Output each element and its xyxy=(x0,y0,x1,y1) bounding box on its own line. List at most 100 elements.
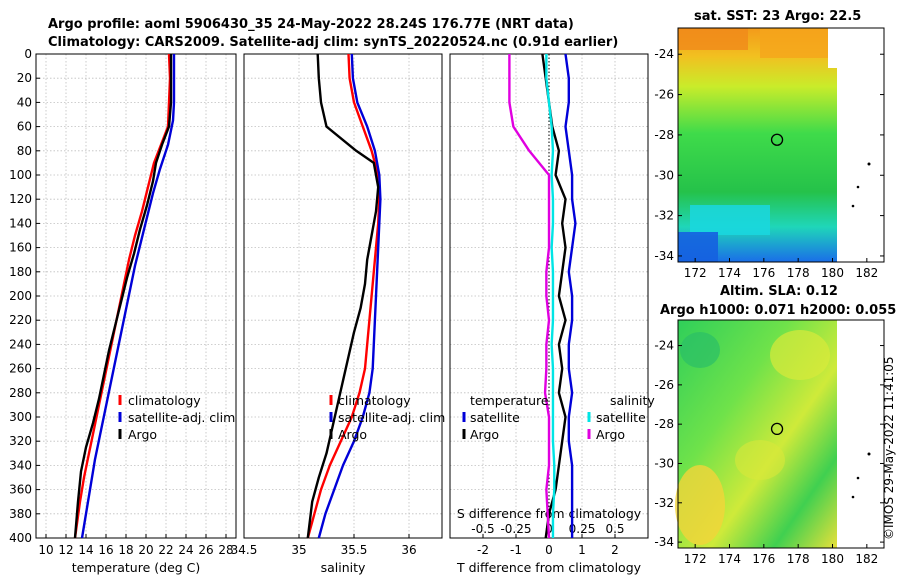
map-x-tick-label: 172 xyxy=(684,552,707,566)
x-tick-label: 0 xyxy=(545,543,553,557)
y-tick-label: 20 xyxy=(17,71,32,85)
x-tick-label: 12 xyxy=(58,543,73,557)
sla-mid-patch xyxy=(735,440,785,480)
series-line-salinity-argo xyxy=(508,54,551,539)
x-tick-label: 26 xyxy=(198,543,213,557)
x-tick-label: 10 xyxy=(38,543,53,557)
y-tick-label: 220 xyxy=(9,313,32,327)
sla-argo-marker xyxy=(770,422,784,436)
sst-warm-patch xyxy=(678,28,748,50)
map-x-tick-label: 180 xyxy=(821,552,844,566)
top-tick-label: -0.5 xyxy=(471,522,494,536)
x-tick-label: 35.5 xyxy=(341,543,368,557)
x-tick-label: 20 xyxy=(138,543,153,557)
x-axis-label: temperature (deg C) xyxy=(72,560,201,575)
x-tick-label: 28 xyxy=(218,543,233,557)
y-tick-label: 280 xyxy=(9,386,32,400)
top-tick-label: 0.5 xyxy=(605,522,624,536)
sst-map-title: sat. SST: 23 Argo: 22.5 xyxy=(694,9,861,24)
series-line-climatology xyxy=(306,53,381,539)
imos-timestamp: ©IMOS 29-May-2022 11:41:05 xyxy=(882,356,896,540)
legend-sal-argo-label: Argo xyxy=(338,427,367,442)
x-tick-label: 18 xyxy=(118,543,133,557)
map-y-tick-label: -32 xyxy=(654,209,674,223)
sst-island xyxy=(867,162,871,166)
title-line2: Climatology: CARS2009. Satellite-adj cli… xyxy=(48,35,618,50)
map-x-tick-label: 172 xyxy=(684,266,707,280)
x-tick-label: 35 xyxy=(291,543,306,557)
x-tick-label: -1 xyxy=(510,543,522,557)
map-x-tick-label: 178 xyxy=(787,552,810,566)
x-tick-label: 24 xyxy=(178,543,193,557)
temperature-legend: climatology satellite-adj. clim Argo xyxy=(118,393,235,442)
sst-cold-patch xyxy=(678,232,718,262)
x-tick-label: 34.5 xyxy=(231,543,258,557)
x-tick-label: 22 xyxy=(158,543,173,557)
y-tick-label: 320 xyxy=(9,434,32,448)
sla-map-title: Altim. SLA: 0.12 xyxy=(720,284,838,299)
y-tick-label: 240 xyxy=(9,337,32,351)
map-y-tick-label: -30 xyxy=(654,168,674,182)
map-x-tick-label: 180 xyxy=(821,266,844,280)
x-tick-label: 14 xyxy=(78,543,93,557)
map-y-tick-label: -28 xyxy=(654,417,674,431)
sst-island xyxy=(851,204,855,208)
map-x-tick-label: 176 xyxy=(752,552,775,566)
sla-map-ticks: 172 174 176 178 180 182 -24 -26 -28 -30 -32 -34 xyxy=(654,339,884,566)
map-x-tick-label: 174 xyxy=(718,266,741,280)
map-y-tick-label: -26 xyxy=(654,88,674,102)
legend-argo-label: Argo xyxy=(128,427,157,442)
series-line-temperature-argo xyxy=(541,53,567,539)
top-tick-label: 0.25 xyxy=(569,522,596,536)
y-tick-label: 400 xyxy=(9,531,32,545)
y-tick-label: 200 xyxy=(9,289,32,303)
y-tick-label: 300 xyxy=(9,410,32,424)
sla-island xyxy=(867,452,871,456)
y-tick-label: 120 xyxy=(9,192,32,206)
y-tick-label: 380 xyxy=(9,507,32,521)
sst-cool-patch xyxy=(690,205,770,235)
sst-map-ticks: 172 174 176 178 180 182 -24 -26 -28 -30 -32 -34 xyxy=(654,47,884,280)
y-tick-label: 140 xyxy=(9,216,32,230)
sst-warm-patch-east xyxy=(760,28,837,58)
map-y-tick-label: -30 xyxy=(654,456,674,470)
y-tick-label: 160 xyxy=(9,241,32,255)
map-y-tick-label: -24 xyxy=(654,339,674,353)
legend-diff-targo-label: Argo xyxy=(470,427,499,442)
y-tick-label: 360 xyxy=(9,483,32,497)
series-line-argo xyxy=(73,54,173,539)
map-y-tick-label: -26 xyxy=(654,378,674,392)
salinity-legend: climatology satellite-adj. clim Argo xyxy=(329,393,445,442)
series-line-satellite-adj-clim xyxy=(317,53,382,539)
map-x-tick-label: 178 xyxy=(787,266,810,280)
map-y-tick-label: -34 xyxy=(654,249,674,263)
map-x-tick-label: 176 xyxy=(752,266,775,280)
y-tick-label: 60 xyxy=(17,120,32,134)
difference-legend: temperature salinity satellite Argo sate… xyxy=(462,393,655,442)
legend-diff-salinity-heading: salinity xyxy=(610,393,655,408)
legend-sal-satellite-label: satellite-adj. clim xyxy=(338,410,445,425)
temperature-panel: 10 12 14 16 18 20 22 24 26 28 temperature (deg C) 0… xyxy=(9,47,237,575)
y-tick-label: 100 xyxy=(9,168,32,182)
legend-diff-temperature-heading: temperature xyxy=(470,393,549,408)
sst-map: 172 174 176 178 180 182 -24 -26 -28 -30 -32 -34 xyxy=(654,27,885,280)
sst-argo-marker xyxy=(770,133,784,146)
series-line-temperature-satellite xyxy=(564,53,577,538)
y-tick-label: 40 xyxy=(17,95,32,109)
y-tick-label: 80 xyxy=(17,144,32,158)
legend-climatology-label: climatology xyxy=(128,393,201,408)
map-x-tick-label: 182 xyxy=(855,266,878,280)
sst-land-mask xyxy=(828,28,837,68)
salinity-panel: 34.5 35 35.5 36 salinity xyxy=(231,53,443,575)
sla-low-patch xyxy=(680,332,720,368)
sla-map-subtitle: Argo h1000: 0.071 h2000: 0.055 xyxy=(660,303,896,318)
sla-island xyxy=(856,476,860,480)
x-axis-label: salinity xyxy=(321,560,366,575)
legend-sal-climatology-label: climatology xyxy=(338,393,411,408)
y-tick-label: 180 xyxy=(9,265,32,279)
legend-diff-ssat-label: satellite xyxy=(596,410,646,425)
sst-island xyxy=(856,185,860,189)
y-tick-label: 0 xyxy=(24,47,32,61)
top-tick-label: -0.25 xyxy=(500,522,531,536)
